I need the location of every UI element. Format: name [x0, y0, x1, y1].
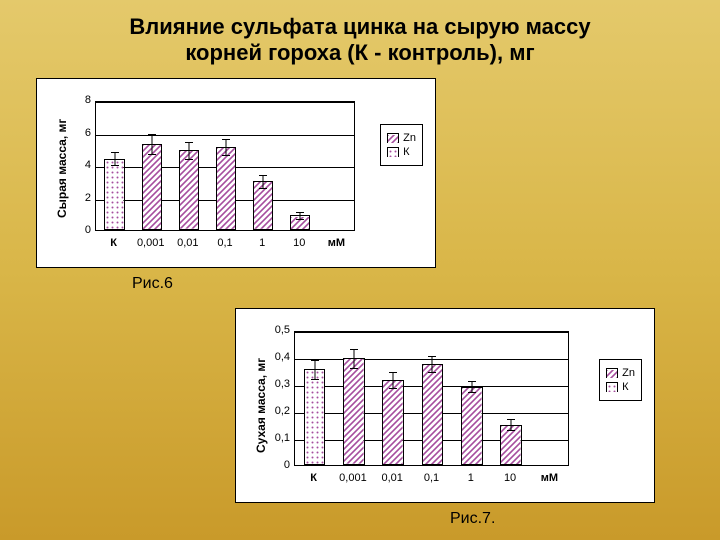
error-cap	[311, 379, 319, 380]
error-cap	[111, 165, 119, 166]
error-bar	[432, 356, 433, 372]
error-bar	[471, 381, 472, 392]
error-bar	[114, 152, 115, 165]
error-cap	[185, 142, 193, 143]
bar	[461, 330, 483, 465]
error-cap	[350, 349, 358, 350]
title-line1: Влияние сульфата цинка на сырую массу	[129, 14, 590, 39]
y-axis-title: Сырая масса, мг	[55, 119, 69, 218]
legend-swatch-zn-2	[606, 368, 618, 378]
bar-rect	[422, 364, 444, 465]
error-bar	[314, 360, 315, 379]
xtick-label: 0,1	[424, 472, 439, 484]
legend-swatch-k	[387, 147, 399, 157]
xtick-label: 1	[468, 472, 474, 484]
ytick-label: 0	[262, 459, 290, 471]
error-cap	[428, 372, 436, 373]
bar	[500, 330, 522, 465]
error-cap	[148, 134, 156, 135]
xtick-label: 0,1	[217, 237, 232, 249]
error-cap	[311, 360, 319, 361]
legend-label-k-2: К	[622, 381, 628, 393]
chart2-caption: Рис.7.	[450, 510, 495, 528]
bar	[142, 100, 162, 230]
legend-swatch-zn	[387, 133, 399, 143]
legend-row-zn: Zn	[387, 132, 416, 144]
bar-rect	[304, 369, 326, 465]
error-cap	[222, 155, 230, 156]
ytick-label: 0,5	[262, 324, 290, 336]
error-bar	[188, 142, 189, 158]
error-bar	[263, 175, 264, 188]
bar	[290, 100, 310, 230]
chart1-box: Zn К 02468Сырая масса, мгК0,0010,010,111…	[36, 78, 436, 268]
page-title: Влияние сульфата цинка на сырую массу ко…	[0, 14, 720, 67]
legend-row-k-2: К	[606, 381, 635, 393]
error-cap	[389, 372, 397, 373]
bar	[343, 330, 365, 465]
xtick-label: К	[310, 472, 317, 484]
legend-row-zn-2: Zn	[606, 367, 635, 379]
xtick-label: К	[110, 237, 117, 249]
chart2-legend: Zn К	[599, 359, 642, 401]
error-bar	[511, 419, 512, 430]
error-bar	[393, 372, 394, 388]
bar-rect	[461, 387, 483, 465]
error-cap	[468, 381, 476, 382]
xtick-label: 0,01	[177, 237, 198, 249]
xtick-label: 10	[504, 472, 516, 484]
chart1-caption: Рис.6	[132, 275, 173, 293]
bar	[382, 330, 404, 465]
error-cap	[468, 392, 476, 393]
bar-rect	[104, 159, 124, 231]
error-cap	[296, 212, 304, 213]
error-bar	[151, 134, 152, 154]
legend-label-k: К	[403, 146, 409, 158]
error-cap	[185, 159, 193, 160]
xtick-label: 0,001	[137, 237, 165, 249]
legend-swatch-k-2	[606, 382, 618, 392]
error-cap	[259, 188, 267, 189]
error-bar	[353, 349, 354, 368]
bar	[422, 330, 444, 465]
error-cap	[259, 175, 267, 176]
xtick-label: 0,01	[381, 472, 402, 484]
bar-rect	[382, 380, 404, 465]
error-cap	[428, 356, 436, 357]
xtick-label: 10	[293, 237, 305, 249]
chart1-legend: Zn К	[380, 124, 423, 166]
chart2-box: Zn К 00,10,20,30,40,5Сухая масса, мгК0,0…	[235, 308, 655, 503]
chart2-plot	[294, 331, 569, 466]
bar	[216, 100, 236, 230]
bar-rect	[343, 358, 365, 465]
ytick-label: 0	[63, 224, 91, 236]
legend-row-k: К	[387, 146, 416, 158]
title-line2: корней гороха (К - контроль), мг	[185, 40, 534, 65]
bar	[253, 100, 273, 230]
bar	[179, 100, 199, 230]
error-cap	[507, 430, 515, 431]
bar	[104, 100, 124, 230]
xtick-label: мМ	[541, 472, 558, 484]
error-cap	[507, 419, 515, 420]
error-bar	[225, 139, 226, 155]
legend-label-zn-2: Zn	[622, 367, 635, 379]
legend-label-zn: Zn	[403, 132, 416, 144]
error-cap	[389, 388, 397, 389]
xtick-label: мМ	[328, 237, 345, 249]
bar-rect	[142, 144, 162, 230]
xtick-label: 0,001	[339, 472, 367, 484]
error-cap	[111, 152, 119, 153]
error-cap	[350, 368, 358, 369]
chart1-plot	[95, 101, 355, 231]
error-cap	[148, 154, 156, 155]
bar-rect	[179, 150, 199, 230]
error-cap	[296, 219, 304, 220]
ytick-label: 8	[63, 94, 91, 106]
bar	[304, 330, 326, 465]
y-axis-title: Сухая масса, мг	[254, 357, 268, 452]
error-cap	[222, 139, 230, 140]
xtick-label: 1	[259, 237, 265, 249]
bar-rect	[216, 147, 236, 230]
